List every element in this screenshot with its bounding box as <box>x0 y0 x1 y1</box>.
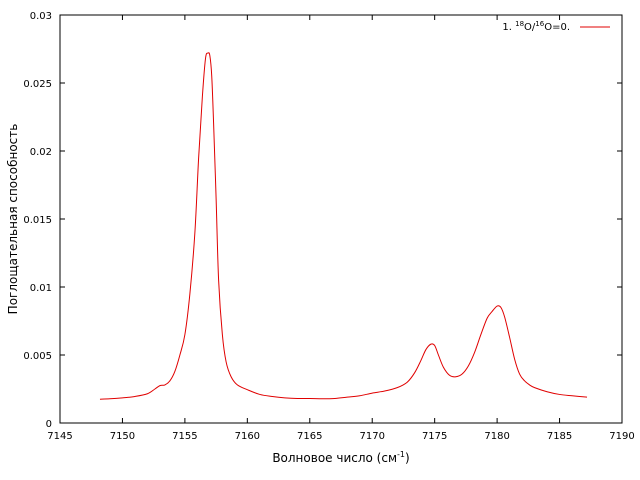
y-tick-label: 0.02 <box>30 147 52 158</box>
x-tick-label: 7175 <box>422 431 447 442</box>
y-tick-label: 0.01 <box>30 283 52 294</box>
legend-label: 1. 18O/16O=0. <box>502 20 570 33</box>
x-tick-label: 7145 <box>47 431 72 442</box>
series-line <box>99 52 588 400</box>
x-tick-label: 7180 <box>484 431 509 442</box>
x-tick-label: 7170 <box>359 431 384 442</box>
x-tick-label: 7165 <box>297 431 322 442</box>
x-axis-title: Волновое число (см-1) <box>272 450 409 465</box>
y-tick-label: 0.025 <box>23 79 52 90</box>
y-tick-label: 0.005 <box>23 351 52 362</box>
y-axis-ticks: 0 0.005 0.01 0.015 0.02 0.025 0.03 <box>23 11 622 430</box>
y-axis-title: Поглощательная способность <box>6 124 20 315</box>
x-tick-label: 7160 <box>235 431 260 442</box>
x-tick-label: 7190 <box>609 431 634 442</box>
y-tick-label: 0.03 <box>30 11 52 22</box>
y-tick-label: 0.015 <box>23 215 52 226</box>
plot-frame <box>59 14 623 424</box>
x-tick-label: 7185 <box>547 431 572 442</box>
x-axis-ticks: 7145 7150 7155 7160 7165 7170 7175 7180 7185 7190 <box>47 15 635 442</box>
x-tick-label: 7155 <box>172 431 197 442</box>
legend: 1. 18O/16O=0. <box>502 20 610 33</box>
y-tick-label: 0 <box>46 419 52 430</box>
x-tick-label: 7150 <box>110 431 135 442</box>
